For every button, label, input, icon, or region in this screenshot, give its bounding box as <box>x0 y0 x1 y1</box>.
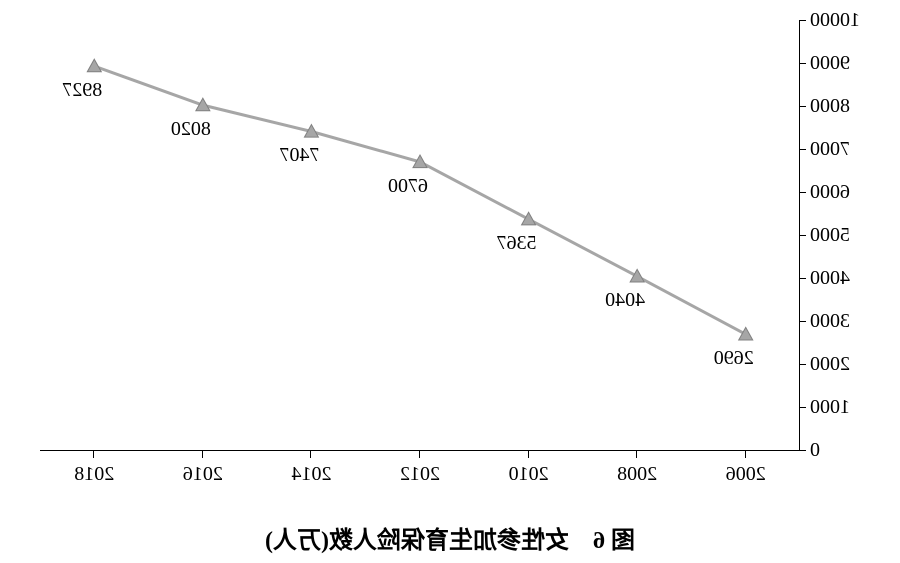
y-tick <box>800 235 806 236</box>
plot-area: 0100020003000400050006000700080009000100… <box>40 20 800 450</box>
data-label: 6700 <box>388 176 428 196</box>
series-marker <box>739 327 753 340</box>
chart-container: 0 1000 2000 3000 4000 5000 6000 7000 8000 9000 100… <box>0 0 900 563</box>
series-layer <box>40 20 800 450</box>
y-tick-label: 2000 <box>810 354 890 374</box>
data-label: 2690 <box>714 348 754 368</box>
y-tick <box>800 450 806 451</box>
series-marker <box>630 269 644 282</box>
y-tick <box>800 407 806 408</box>
data-label: 4040 <box>605 290 645 310</box>
data-label: 7407 <box>279 145 319 165</box>
data-label: 8020 <box>171 119 211 139</box>
x-axis <box>40 450 800 451</box>
x-tick-label: 2018 <box>54 464 134 484</box>
y-tick-label: 8000 <box>810 96 890 116</box>
x-tick <box>636 450 637 458</box>
y-tick-label: 0 <box>810 440 890 460</box>
x-tick-label: 2010 <box>489 464 569 484</box>
x-tick-label: 2014 <box>271 464 351 484</box>
x-tick-label: 2012 <box>380 464 460 484</box>
x-tick <box>202 450 203 458</box>
x-tick <box>419 450 420 458</box>
x-tick-label: 2006 <box>706 464 786 484</box>
data-label: 8927 <box>62 80 102 100</box>
y-tick <box>800 63 806 64</box>
x-tick <box>310 450 311 458</box>
y-tick-label: 1000 <box>810 397 890 417</box>
series-line <box>94 66 745 334</box>
x-tick-label: 2016 <box>163 464 243 484</box>
y-tick <box>800 106 806 107</box>
y-tick-label: 9000 <box>810 53 890 73</box>
y-tick <box>800 364 806 365</box>
y-tick-label: 4000 <box>810 268 890 288</box>
y-tick <box>800 321 806 322</box>
y-tick <box>800 149 806 150</box>
series-marker <box>87 59 101 72</box>
y-tick-label: 3000 <box>810 311 890 331</box>
x-tick <box>745 450 746 458</box>
y-tick-label: 5000 <box>810 225 890 245</box>
chart-caption: 图 6 女性参加生育保险人数(万人) <box>0 520 900 555</box>
caption-text: 女性参加生育保险人数(万人) <box>265 528 569 554</box>
x-tick <box>93 450 94 458</box>
x-tick-label: 2008 <box>597 464 677 484</box>
y-tick <box>800 20 806 21</box>
y-tick <box>800 278 806 279</box>
series-marker <box>522 212 536 225</box>
y-tick <box>800 192 806 193</box>
y-tick-label: 6000 <box>810 182 890 202</box>
y-tick-label: 10000 <box>810 10 890 30</box>
y-tick-label: 7000 <box>810 139 890 159</box>
data-label: 5367 <box>497 233 537 253</box>
caption-prefix: 图 6 <box>593 528 635 554</box>
x-tick <box>528 450 529 458</box>
